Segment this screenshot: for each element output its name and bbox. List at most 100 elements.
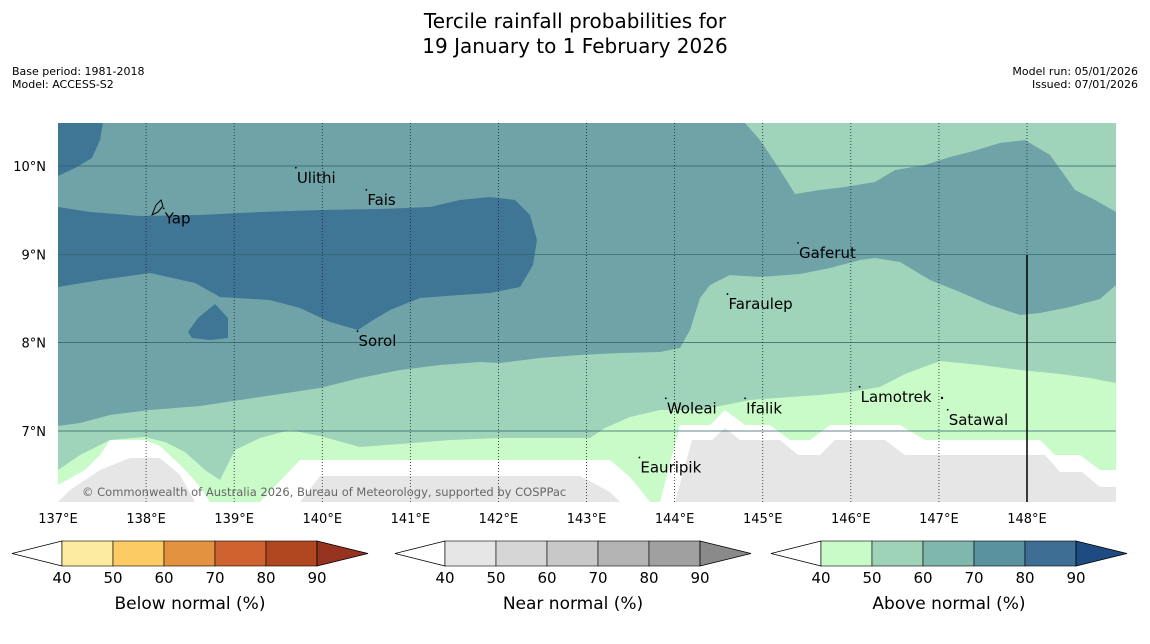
colorbar-below: 40 50 60 70 80 90 Below normal (%) [11, 540, 369, 614]
meta-right: Model run: 05/01/2026 Issued: 07/01/2026 [1012, 65, 1138, 91]
zone-near-40-w [58, 458, 195, 502]
colorbar-label-above: Above normal (%) [872, 594, 1025, 614]
place-dot [858, 385, 861, 388]
colorbar-tick-label: 70 [205, 569, 224, 587]
place-label-sorol: Sorol [359, 332, 397, 350]
zone-near-40-e [675, 428, 1116, 502]
map-title: Tercile rainfall probabilities for 19 Ja… [0, 9, 1150, 59]
colorbar-tick-label: 90 [307, 569, 326, 587]
place-label-gaferut: Gaferut [799, 244, 856, 262]
place-label-ifalik: Ifalik [746, 399, 782, 417]
colorbar-segment [648, 540, 701, 567]
colorbar-near: 40 50 60 70 80 90 Near normal (%) [394, 540, 752, 614]
model-name: Model: ACCESS-S2 [12, 78, 114, 91]
colorbar-segment [163, 540, 216, 567]
colorbar-label-below: Below normal (%) [115, 594, 266, 614]
yap-island [151, 199, 164, 217]
zone-above-80-patch [188, 304, 228, 340]
lat-tick-label: 7°N [22, 425, 47, 440]
colorbar-low-extension [11, 540, 63, 567]
colorbar-tick-label: 60 [537, 569, 556, 587]
lon-tick-label: 148°E [1007, 512, 1047, 527]
lon-tick-label: 144°E [655, 512, 695, 527]
lon-tick-label: 139°E [214, 512, 254, 527]
colorbar-tick-label: 80 [1015, 569, 1034, 587]
zone-near-40-c [300, 476, 620, 502]
place-dot [356, 330, 359, 333]
colorbar-segment [495, 540, 548, 567]
colorbar-tick-label: 40 [811, 569, 830, 587]
base-period: Base period: 1981-2018 [12, 65, 145, 78]
zone-above-80 [58, 197, 537, 330]
lon-tick-label: 142°E [479, 512, 519, 527]
issued-date: Issued: 07/01/2026 [1031, 78, 1138, 91]
lon-tick-label: 138°E [126, 512, 166, 527]
place-markers: Yap Ulithi Fais Sorol Gaferut Faraulep Woleai I… [162, 166, 1008, 476]
colorbar-tick-label: 40 [435, 569, 454, 587]
colorbar-segment [546, 540, 599, 567]
colorbar-low-extension [770, 540, 822, 567]
colorbar-segment [973, 540, 1026, 567]
colorbar-segment [265, 540, 318, 567]
lon-tick-label: 145°E [743, 512, 783, 527]
island-dot [940, 396, 944, 400]
place-dot [294, 166, 297, 169]
place-dot [664, 397, 667, 400]
place-dot [638, 456, 641, 459]
colorbar-tick-label: 50 [862, 569, 881, 587]
colorbar-segment [112, 540, 165, 567]
place-dot [946, 408, 949, 411]
colorbar-segment [214, 540, 267, 567]
colorbar-segment [61, 540, 114, 567]
place-label-lamotrek: Lamotrek [861, 388, 932, 406]
colorbar-high-extension [1075, 540, 1128, 567]
lat-tick-label: 10°N [13, 160, 46, 175]
zone-above-50-ne [745, 123, 1116, 212]
colorbar-segment [1024, 540, 1077, 567]
place-label-satawal: Satawal [949, 411, 1008, 429]
place-label-fais: Fais [367, 191, 396, 209]
lat-tick-label: 9°N [22, 248, 47, 263]
colorbar-segment [871, 540, 924, 567]
place-label-eauripik: Eauripik [640, 458, 701, 476]
place-label-faraulep: Faraulep [728, 295, 792, 313]
lon-tick-label: 141°E [391, 512, 431, 527]
colorbar-label-near: Near normal (%) [503, 594, 643, 614]
longitude-tick-labels: 137°E 138°E 139°E 140°E 141°E 142°E 143°E 144°E… [38, 512, 1047, 527]
model-run: Model run: 05/01/2026 [1012, 65, 1138, 78]
colorbar-high-extension [699, 540, 752, 567]
zone-above-80-nw [58, 123, 103, 176]
meta-left: Base period: 1981-2018 Model: ACCESS-S2 [12, 65, 144, 91]
place-dot [744, 397, 747, 400]
lon-tick-label: 143°E [567, 512, 607, 527]
colorbar-tick-label: 90 [690, 569, 709, 587]
title-line-2: 19 January to 1 February 2026 [422, 34, 728, 58]
colorbar-tick-label: 90 [1066, 569, 1085, 587]
colorbar-above: 40 50 60 70 80 90 Above normal (%) [770, 540, 1128, 614]
colorbar-tick-label: 50 [103, 569, 122, 587]
title-line-1: Tercile rainfall probabilities for [423, 9, 727, 33]
colorbar-tick-label: 50 [486, 569, 505, 587]
colorbar-segment [444, 540, 497, 567]
colorbar-tick-label: 40 [52, 569, 71, 587]
place-dot [797, 241, 799, 244]
colorbar-segment [820, 540, 873, 567]
place-dot [162, 207, 165, 210]
place-label-woleai: Woleai [667, 399, 717, 417]
place-label-yap: Yap [164, 209, 191, 227]
colorbar-low-extension [394, 540, 446, 567]
place-label-ulithi: Ulithi [297, 169, 336, 187]
colorbar-segment [922, 540, 975, 567]
lon-tick-label: 140°E [303, 512, 343, 527]
colorbar-segment [597, 540, 650, 567]
lon-tick-label: 137°E [38, 512, 78, 527]
colorbar-tick-label: 70 [964, 569, 983, 587]
latitude-tick-labels: 10°N 9°N 8°N 7°N [13, 160, 46, 440]
colorbar-tick-label: 70 [588, 569, 607, 587]
colorbar-tick-label: 80 [639, 569, 658, 587]
place-dot [726, 293, 729, 295]
place-dot [365, 188, 368, 191]
lat-tick-label: 8°N [22, 337, 47, 352]
colorbar-tick-label: 60 [913, 569, 932, 587]
